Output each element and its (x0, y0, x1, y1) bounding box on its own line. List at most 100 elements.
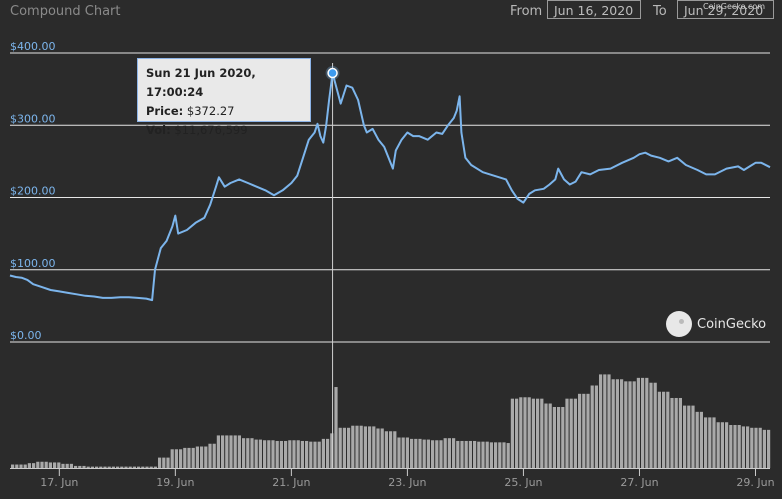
volume-bar (258, 439, 262, 468)
tooltip-price-label: Price: (146, 104, 184, 118)
volume-bar (363, 426, 367, 468)
volume-bar (611, 379, 615, 468)
volume-bar (326, 438, 330, 468)
volume-bar (540, 398, 544, 468)
logo-text: CoinGecko (697, 316, 767, 332)
volume-bar (624, 381, 628, 468)
volume-bar (578, 393, 582, 468)
to-date-input[interactable]: Jun 29, 2020 (677, 0, 774, 19)
volume-bar (216, 435, 220, 468)
volume-bar (229, 435, 233, 468)
volume-bar (716, 422, 720, 468)
tooltip-vol-label: Vol: (146, 123, 171, 137)
volume-bar (431, 440, 435, 468)
x-tick-label: 21. Jun (272, 476, 310, 489)
volume-bar (191, 447, 195, 468)
volume-bar (389, 431, 393, 468)
volume-bar (758, 427, 762, 468)
volume-bar (531, 398, 535, 468)
volume-bar (477, 441, 481, 468)
x-tick-label: 17. Jun (40, 476, 78, 489)
to-label: To (653, 4, 667, 19)
volume-bar (397, 437, 401, 468)
from-label: From (510, 4, 543, 19)
volume-bar (607, 374, 611, 468)
volume-bar (565, 398, 569, 468)
volume-bar (733, 425, 737, 468)
volume-bar (355, 425, 359, 468)
volume-bar (708, 417, 712, 468)
volume-bar (212, 443, 216, 468)
volume-bar (729, 425, 733, 468)
volume-bar (334, 387, 338, 468)
chart-title: Compound Chart (10, 4, 121, 19)
volume-bar (132, 466, 136, 468)
volume-bar (544, 403, 548, 468)
y-tick-label: $100.00 (10, 257, 56, 270)
volume-bar (653, 382, 657, 468)
volume-bar (632, 381, 636, 468)
volume-bar (292, 440, 296, 468)
volume-bar (426, 439, 430, 468)
volume-bar (510, 398, 514, 468)
volume-bar (288, 440, 292, 468)
volume-bar (166, 457, 170, 468)
volume-bar (536, 398, 540, 468)
volume-bar (15, 464, 19, 468)
volume-bar (489, 442, 493, 468)
volume-bar (691, 405, 695, 468)
tooltip: Sun 21 Jun 2020, 17:00:24 Price: $372.27… (137, 58, 311, 137)
volume-bar (141, 466, 145, 468)
volume-bar (519, 397, 523, 468)
volume-bar (347, 427, 351, 468)
coingecko-logo: CoinGecko (666, 311, 766, 337)
volume-bar (162, 457, 166, 468)
volume-bar (494, 442, 498, 468)
volume-bar (221, 435, 225, 468)
volume-bar (183, 447, 187, 468)
volume-bar (481, 441, 485, 468)
volume-bar (313, 441, 317, 468)
volume-bar (103, 466, 107, 468)
volume-bar (242, 438, 246, 468)
volume-bar (44, 461, 48, 468)
volume-bar (19, 464, 23, 468)
volume-bar (309, 441, 313, 468)
volume-bar (153, 466, 157, 468)
volume-bar (78, 465, 82, 468)
volume-bar (372, 426, 376, 468)
x-tick-label: 23. Jun (388, 476, 426, 489)
volume-bar (527, 397, 531, 468)
volume-bar (561, 406, 565, 468)
volume-bar (456, 440, 460, 468)
volume-bar (746, 426, 750, 468)
volume-bar (649, 382, 653, 468)
volume-bar (699, 411, 703, 468)
volume-bar (48, 462, 52, 468)
x-tick-label: 19. Jun (156, 476, 194, 489)
volume-bar (107, 466, 111, 468)
volume-bar (95, 466, 99, 468)
volume-bar (515, 398, 519, 468)
volume-bar (666, 391, 670, 468)
credit-link[interactable]: CoinGecko.com (703, 2, 766, 11)
volume-bar (158, 457, 162, 468)
volume-bar (61, 463, 65, 468)
volume-bar (111, 466, 115, 468)
volume-bar (250, 438, 254, 468)
volume-bar (628, 381, 632, 468)
x-tick-label: 27. Jun (620, 476, 658, 489)
from-date-input[interactable]: Jun 16, 2020 (547, 0, 641, 19)
volume-bar (384, 431, 388, 468)
highlight-point (327, 67, 338, 79)
volume-bar (267, 440, 271, 468)
volume-bar (678, 397, 682, 468)
volume-bar (359, 425, 363, 468)
volume-bar (435, 440, 439, 468)
volume-bar (11, 464, 15, 468)
tooltip-vol-value: $11,676,599 (174, 123, 248, 137)
volume-bar (548, 403, 552, 468)
volume-bar (284, 440, 288, 468)
volume-bar (296, 440, 300, 468)
